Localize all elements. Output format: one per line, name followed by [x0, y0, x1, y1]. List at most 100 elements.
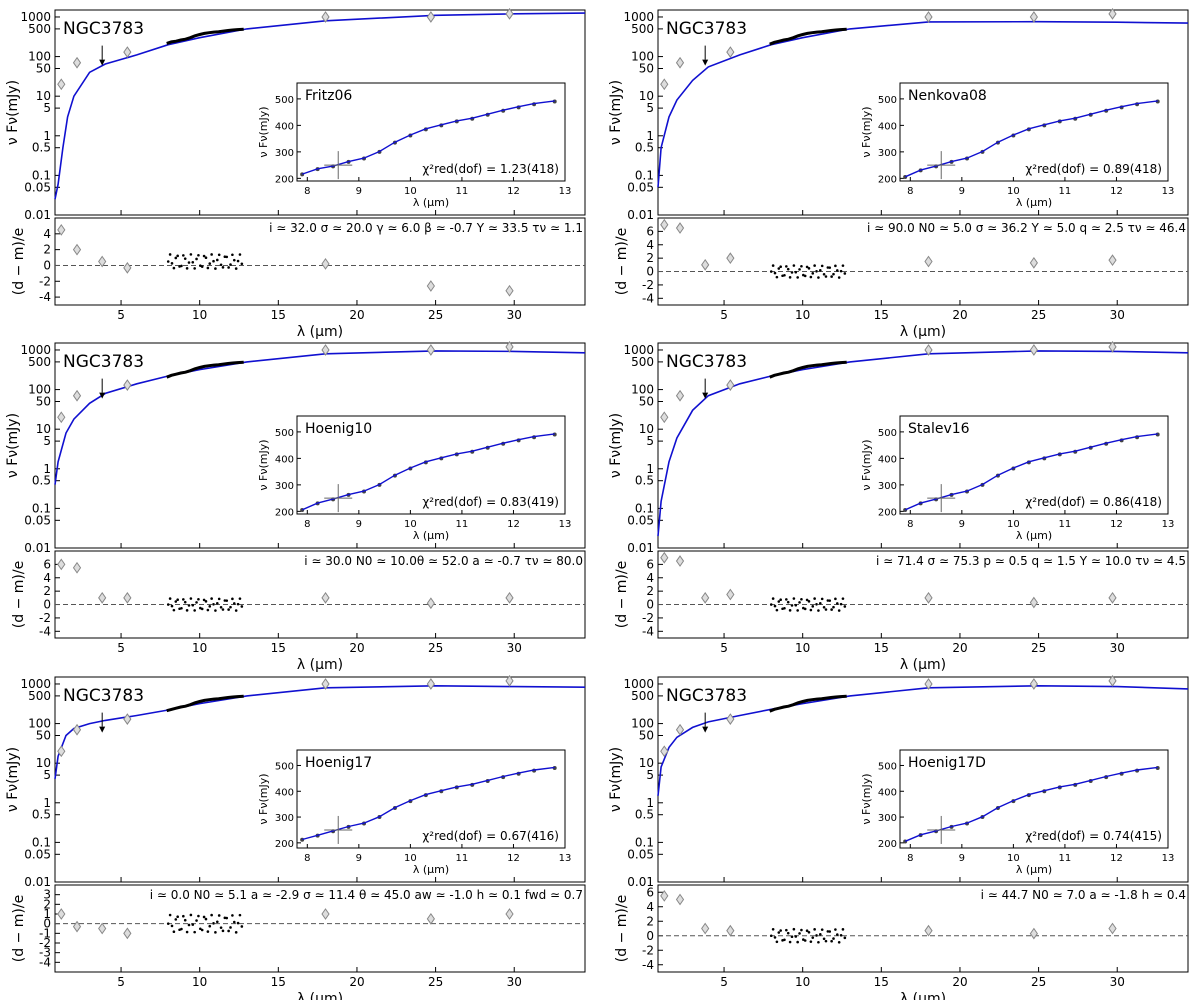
residual-spectrum-point — [221, 608, 225, 611]
residual-point — [426, 597, 435, 610]
y-tick-label: 0.01 — [627, 208, 654, 222]
residual-spectrum-point — [206, 608, 210, 612]
object-name: NGC3783 — [666, 686, 747, 706]
y-tick-label: 0.5 — [635, 808, 654, 822]
spectrum-data — [769, 694, 847, 713]
residual-spectrum-point — [794, 603, 798, 607]
residual-spectrum-point — [785, 265, 788, 268]
inset-spectrum-plot: 8 9 10 11 12 13 200 300 400 500 λ (μm) ν Fν(mJy) Fri… — [257, 82, 571, 209]
photometry-point — [123, 46, 132, 58]
res-y-tick-label: 4 — [646, 238, 654, 252]
y-tick-label: 10 — [639, 756, 654, 770]
x-tick-label: 25 — [428, 641, 443, 655]
inset-y-tick-label: 200 — [878, 839, 897, 850]
object-name: NGC3783 — [666, 352, 747, 372]
residual-spectrum-point — [180, 927, 183, 931]
y-tick-label: 0.5 — [635, 474, 654, 488]
object-name: NGC3783 — [63, 19, 144, 39]
photometry-point — [924, 344, 933, 356]
residual-axes-frame — [657, 884, 1189, 973]
inset-model-curve — [301, 433, 555, 511]
inset-spectrum-plot: 8 9 10 11 12 13 200 300 400 500 λ (μm) ν Fν(mJy) Sta… — [860, 415, 1174, 542]
photometry-point — [123, 379, 132, 391]
residual-spectrum-point — [813, 264, 816, 267]
model-curve — [657, 350, 1189, 537]
y-tick-label: 0.1 — [635, 168, 654, 182]
inset-spectrum-plot: 8 9 10 11 12 13 200 300 400 500 λ (μm) ν Fν(mJy) Hoe… — [257, 749, 571, 876]
y-tick-label: 0.05 — [627, 180, 654, 194]
main-axes-frame — [54, 676, 586, 883]
res-y-tick-label: -4 — [39, 290, 51, 304]
residual-spectrum-point — [786, 600, 790, 604]
x-axis-label: λ (μm) — [900, 657, 946, 673]
residual-spectrum-point — [775, 275, 779, 279]
residual-spectrum-point — [238, 597, 242, 600]
residual-spectrum-point — [771, 927, 775, 931]
residual-spectrum-point — [219, 926, 223, 929]
y-tick-label: 0.01 — [24, 208, 51, 222]
residual-spectrum-point — [240, 605, 244, 608]
photometry-point — [1108, 674, 1117, 687]
residual-spectrum-point — [777, 600, 781, 603]
residual-spectrum-point — [822, 605, 826, 609]
residual-spectrum-point — [830, 939, 833, 943]
photometry-point — [72, 389, 82, 402]
residual-spectrum-point — [214, 931, 217, 934]
residual-spectrum-point — [193, 267, 196, 270]
inset-y-tick-label: 400 — [275, 454, 294, 465]
residual-spectrum-point — [166, 603, 170, 606]
residual-spectrum-point — [824, 939, 828, 943]
residual-spectrum-point — [773, 271, 777, 275]
residual-spectrum-point — [843, 936, 847, 940]
residual-spectrum-point — [779, 598, 782, 602]
residual-spectrum-point — [839, 934, 843, 937]
model-name: Hoenig10 — [305, 421, 372, 437]
residual-spectrum-point — [212, 602, 215, 606]
residual-spectrum-point — [805, 265, 809, 269]
res-y-tick-label: 0 — [43, 598, 51, 612]
residual-spectrum-point — [202, 254, 206, 258]
inset-x-tick-label: 10 — [1007, 186, 1020, 197]
x-tick-label: 15 — [271, 308, 286, 322]
object-name: NGC3783 — [63, 352, 144, 372]
residual-spectrum-point — [182, 598, 185, 601]
residual-point — [98, 922, 107, 935]
inset-x-tick-label: 12 — [507, 186, 520, 197]
residual-spectrum-point — [208, 262, 212, 265]
inset-model-curve — [302, 766, 555, 841]
residual-spectrum-point — [826, 930, 830, 933]
model-curve — [657, 684, 1189, 796]
residual-spectrum-point — [185, 930, 189, 934]
model-name: Hoenig17 — [305, 755, 372, 771]
residual-point — [505, 284, 514, 297]
x-tick-label: 30 — [507, 308, 522, 322]
inset-x-tick-label: 9 — [959, 519, 965, 530]
x-tick-label: 30 — [1110, 641, 1125, 655]
photometry-point — [726, 379, 735, 391]
residual-spectrum-point — [176, 254, 179, 258]
residual-spectrum-point — [779, 929, 782, 932]
residual-spectrum-point — [815, 602, 818, 606]
residual-point — [1108, 591, 1117, 604]
residual-spectrum-point — [835, 269, 839, 272]
y-tick-label: 1000 — [20, 677, 51, 691]
residual-spectrum-point — [202, 598, 206, 602]
y-tick-label: 1 — [646, 796, 654, 810]
res-y-tick-label: 4 — [43, 571, 51, 585]
res-y-tick-label: 2 — [43, 584, 51, 598]
residual-spectrum-point — [817, 609, 820, 612]
model-curve — [657, 20, 1189, 188]
photometry-point — [726, 713, 735, 725]
residual-spectrum-point — [773, 936, 777, 939]
residual-spectrum-point — [170, 924, 174, 928]
residual-spectrum-point — [168, 597, 172, 600]
inset-x-label: λ (μm) — [1016, 196, 1052, 209]
y-tick-label: 0.05 — [24, 847, 51, 861]
residual-spectrum-point — [773, 604, 777, 608]
residual-spectrum-point — [204, 256, 208, 260]
residual-spectrum-point — [828, 266, 832, 269]
residual-spectrum-point — [229, 605, 232, 609]
residual-spectrum-point — [216, 601, 219, 605]
residual-point — [726, 588, 735, 601]
spectrum-data — [166, 27, 244, 45]
